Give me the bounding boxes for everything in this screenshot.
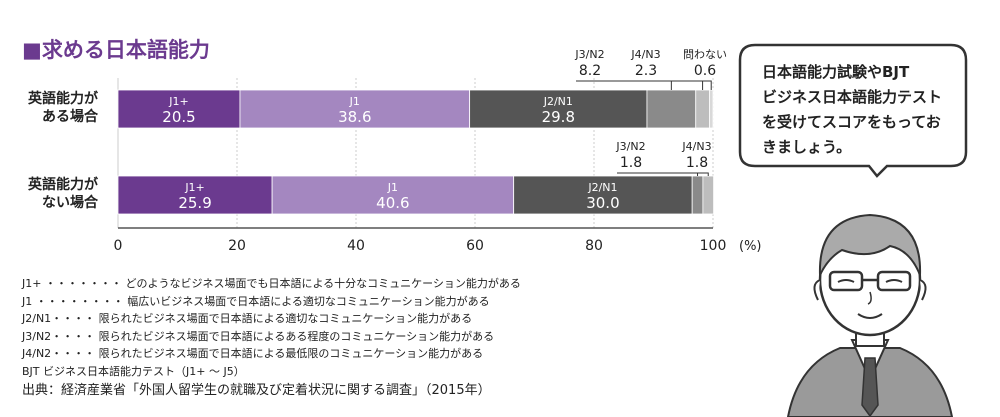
bar-value-label: 29.8 <box>542 108 575 126</box>
category-label: ある場合 <box>42 108 99 125</box>
x-tick-label: 60 <box>466 238 484 254</box>
x-tick-label: 100 <box>700 238 727 254</box>
legend-note-j2n1: J2/N1・・・・ 限られたビジネス場面で日本語による適切なコミュニケーション能… <box>22 312 473 325</box>
bar-value-label: 38.6 <box>338 108 371 126</box>
category-label: 英語能力が <box>27 90 99 107</box>
callout-leader-line <box>691 80 712 90</box>
legend-note-j1: J1 ・・・・・・・・ 幅広いビジネス場面で日本語による適切なコミュニケーション… <box>22 294 490 308</box>
callout-series-label: J4/N3 <box>630 48 660 61</box>
callout-value-label: 1.8 <box>620 155 642 171</box>
x-unit-label: (%) <box>739 239 762 254</box>
category-label: 英語能力が <box>27 176 99 193</box>
speech-bubble <box>738 43 968 178</box>
source-note: 出典：経済産業省「外国人留学生の就職及び定着状況に関する調査」（2015年） <box>22 383 491 398</box>
legend-note-j4n2: J4/N2・・・・ 限られたビジネス場面で日本語による最低限のコミュニケーション… <box>22 347 484 360</box>
bubble-line: 日本語能力試験やBJT <box>762 63 910 81</box>
bar-value-label: 40.6 <box>376 194 409 212</box>
bar-segment <box>695 89 710 129</box>
bar-segment <box>709 89 714 129</box>
x-tick-label: 40 <box>347 238 365 254</box>
callout-value-label: 0.6 <box>694 63 716 79</box>
bar-series-label: J1 <box>349 95 360 108</box>
speech-bubble-text: 日本語能力試験やBJT ビジネス日本語能力テスト を受けてスコアをもってお きま… <box>762 60 962 160</box>
x-tick-label: 0 <box>114 238 123 254</box>
callout-leader-line <box>683 172 709 176</box>
x-tick-label: 20 <box>228 238 246 254</box>
callout-leader-line <box>576 80 672 90</box>
category-label: ない場合 <box>42 194 99 211</box>
bar-series-label: J1 <box>387 181 398 194</box>
bar-series-label: J1+ <box>168 95 188 108</box>
bar-value-label: 30.0 <box>586 194 619 212</box>
bar-segment <box>513 175 693 215</box>
callout-series-label: J3/N2 <box>615 140 645 153</box>
bar-series-label: J2/N1 <box>587 181 617 194</box>
person-illustration <box>786 213 954 417</box>
callout-value-label: 1.8 <box>686 155 708 171</box>
bubble-line: を受けてスコアをもってお <box>762 113 941 131</box>
bar-segment <box>271 175 515 215</box>
x-tick-label: 80 <box>585 238 603 254</box>
chart-title: ■求める日本語能力 <box>22 38 210 62</box>
callout-series-label: J3/N2 <box>574 48 604 61</box>
legend-note-j1plus: J1+ ・・・・・・・ どのようなビジネス場面でも日本語による十分なコミュニケー… <box>22 277 521 290</box>
bubble-line: ビジネス日本語能力テスト <box>762 88 943 106</box>
bar-segment <box>691 175 704 215</box>
bar-series-label: J2/N1 <box>543 95 573 108</box>
callout-value-label: 2.3 <box>635 63 657 79</box>
bar-segment <box>469 89 648 129</box>
legend-note-j3n2: J3/N2・・・・ 限られたビジネス場面で日本語によるある程度のコミュニケーショ… <box>22 329 495 343</box>
callout-value-label: 8.2 <box>579 63 601 79</box>
bar-series-label: J1+ <box>184 181 204 194</box>
legend-notes: J1+ ・・・・・・・ どのようなビジネス場面でも日本語による十分なコミュニケー… <box>22 275 521 400</box>
callout-series-label: 問わない <box>683 48 727 61</box>
bar-segment <box>702 175 714 215</box>
bar-segment <box>646 89 697 129</box>
bar-value-label: 25.9 <box>178 194 211 212</box>
callout-series-label: J4/N3 <box>681 140 711 153</box>
bar-segment <box>117 175 273 215</box>
bubble-line: きましょう。 <box>762 138 852 156</box>
legend-note-bjt: BJT ビジネス日本語能力テスト（J1+ 〜 J5） <box>22 364 245 378</box>
bar-value-label: 20.5 <box>162 108 195 126</box>
callout-leader-line <box>632 80 704 90</box>
